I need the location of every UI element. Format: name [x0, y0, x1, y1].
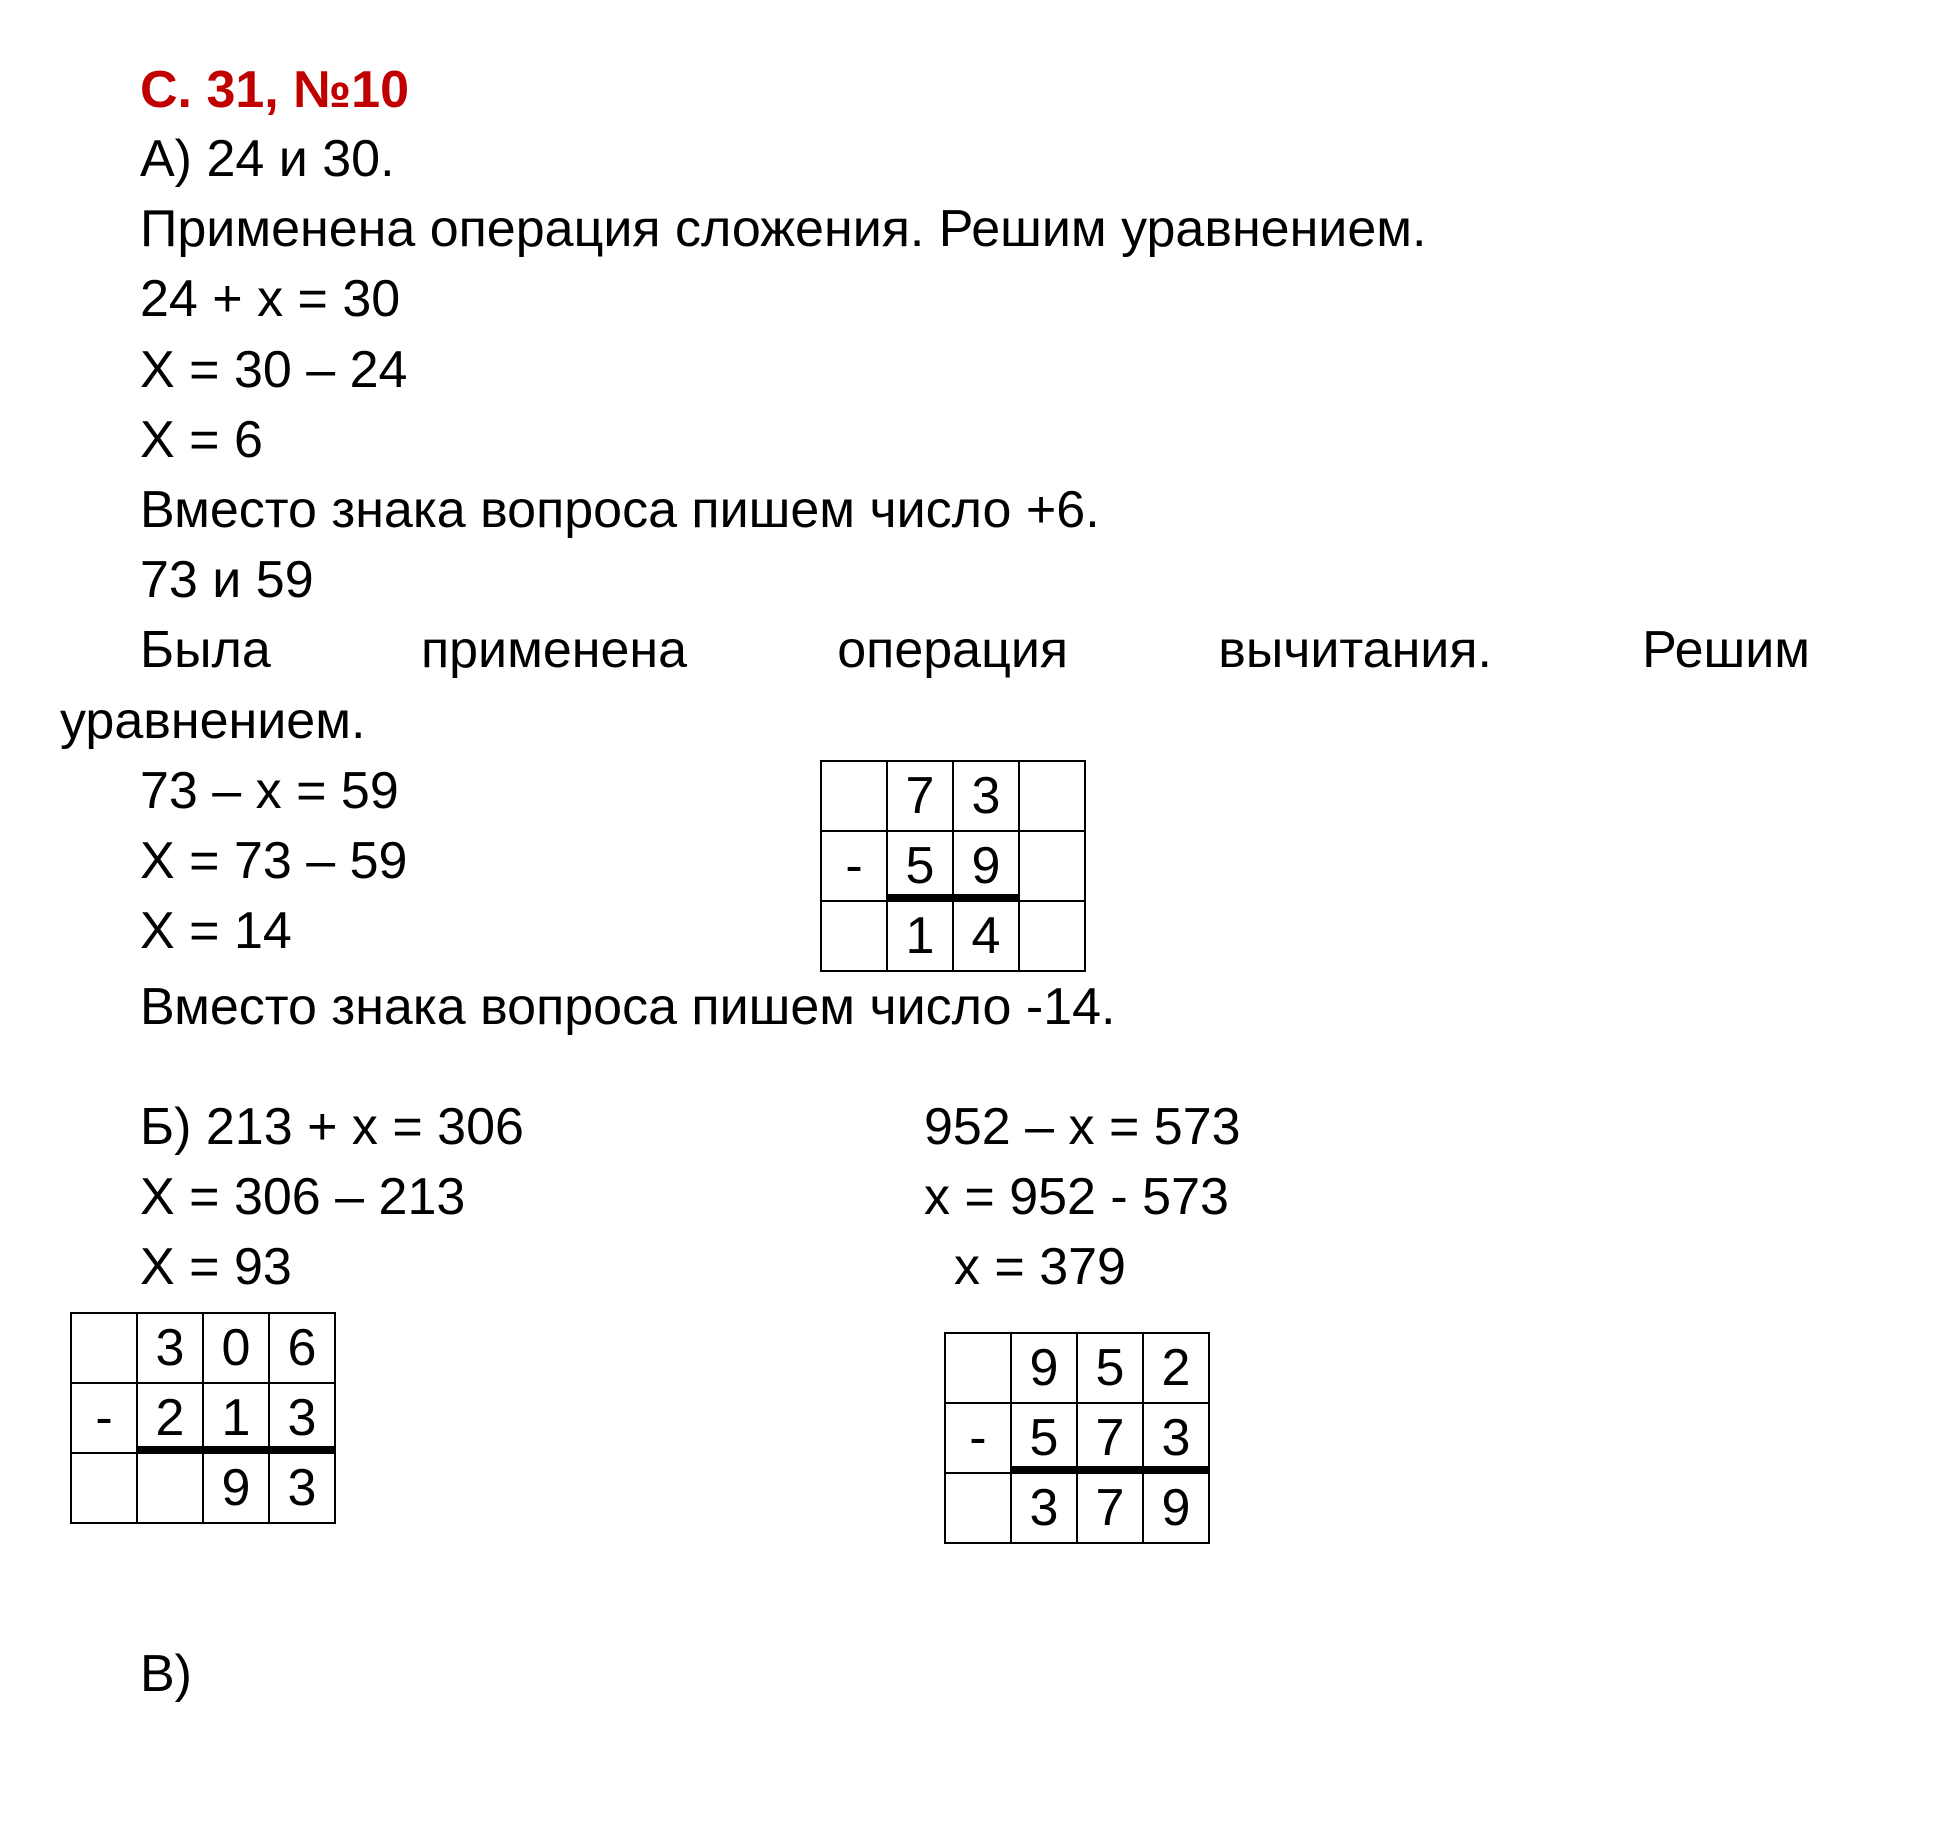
cell: 2 — [137, 1383, 203, 1453]
part-b: Б) 213 + x = 306 Х = 306 – 213 Х = 93 3 … — [140, 1092, 1810, 1545]
cell: 9 — [203, 1453, 269, 1523]
part-b-left-calc-wrap: 3 0 6 - 2 1 3 9 3 — [70, 1312, 524, 1524]
cell — [821, 901, 887, 971]
cell — [1019, 761, 1085, 831]
calc-table-a1: 7 3 - 5 9 1 4 — [820, 760, 1086, 972]
calc-table-b-right: 9 5 2 - 5 7 3 3 7 9 — [944, 1332, 1210, 1544]
part-a-eq6: Х = 14 — [140, 896, 660, 966]
part-b-left: Б) 213 + x = 306 Х = 306 – 213 Х = 93 3 … — [140, 1092, 524, 1545]
part-a-eq2: Х = 30 – 24 — [140, 335, 1810, 405]
part-a-note1: Вместо знака вопроса пишем число +6. — [140, 475, 1810, 545]
cell: 5 — [1011, 1403, 1077, 1473]
part-a-pair2: 73 и 59 — [140, 545, 1810, 615]
cell: 6 — [269, 1313, 335, 1383]
cell: 3 — [269, 1383, 335, 1453]
part-b-left-eq3: Х = 93 — [140, 1232, 524, 1302]
part-a-note2: Вместо знака вопроса пишем число -14. — [140, 972, 1810, 1042]
cell: 1 — [203, 1383, 269, 1453]
cell: 9 — [953, 831, 1019, 901]
part-a-eq5: Х = 73 – 59 — [140, 826, 660, 896]
part-a-explanation-1: Применена операция сложения. Решим уравн… — [140, 194, 1810, 264]
cell: 3 — [953, 761, 1019, 831]
page-title: С. 31, №10 — [140, 60, 1810, 120]
part-a-eq3: Х = 6 — [140, 405, 1810, 475]
cell: 7 — [887, 761, 953, 831]
cell: 3 — [269, 1453, 335, 1523]
cell — [1019, 831, 1085, 901]
cell — [821, 761, 887, 831]
cell — [71, 1313, 137, 1383]
cell: 7 — [1077, 1403, 1143, 1473]
part-a-explanation-2: Была применена операция вычитания. Решим… — [60, 615, 1810, 755]
part-a-label: А) 24 и 30. — [140, 124, 1810, 194]
part-b-left-eq2: Х = 306 – 213 — [140, 1162, 524, 1232]
cell: 2 — [1143, 1333, 1209, 1403]
cell — [71, 1453, 137, 1523]
part-b-right-eq2: х = 952 - 573 — [924, 1162, 1241, 1232]
part-v-label: В) — [140, 1644, 1810, 1704]
cell: - — [71, 1383, 137, 1453]
cell: 0 — [203, 1313, 269, 1383]
cell: - — [821, 831, 887, 901]
part-b-right-calc-wrap: 9 5 2 - 5 7 3 3 7 9 — [944, 1332, 1241, 1544]
part-a-eq-col: 73 – x = 59 Х = 73 – 59 Х = 14 — [140, 756, 660, 967]
part-a-expl2-line1: Была применена операция вычитания. Решим — [60, 615, 1810, 685]
cell — [137, 1453, 203, 1523]
part-b-left-eq1: Б) 213 + x = 306 — [140, 1092, 524, 1162]
cell: 3 — [137, 1313, 203, 1383]
cell: 9 — [1143, 1473, 1209, 1543]
part-a-row-eqs-calc: 73 – x = 59 Х = 73 – 59 Х = 14 7 3 - 5 9 — [140, 756, 1810, 972]
cell — [945, 1473, 1011, 1543]
cell: 9 — [1011, 1333, 1077, 1403]
part-a-eq4: 73 – x = 59 — [140, 756, 660, 826]
cell — [1019, 901, 1085, 971]
part-a-eq1: 24 + x = 30 — [140, 264, 1810, 334]
part-b-right-eq1: 952 – x = 573 — [924, 1092, 1241, 1162]
part-a-calc1-wrap: 7 3 - 5 9 1 4 — [820, 760, 1086, 972]
cell — [945, 1333, 1011, 1403]
cell: 3 — [1143, 1403, 1209, 1473]
part-b-right-eq3: x = 379 — [954, 1232, 1241, 1302]
part-a-expl2-line2: уравнением. — [60, 692, 365, 750]
cell: 3 — [1011, 1473, 1077, 1543]
cell: - — [945, 1403, 1011, 1473]
calc-table-b-left: 3 0 6 - 2 1 3 9 3 — [70, 1312, 336, 1524]
cell: 5 — [1077, 1333, 1143, 1403]
cell: 7 — [1077, 1473, 1143, 1543]
worksheet: С. 31, №10 А) 24 и 30. Применена операци… — [60, 60, 1810, 1704]
cell: 1 — [887, 901, 953, 971]
cell: 5 — [887, 831, 953, 901]
part-b-right: 952 – x = 573 х = 952 - 573 x = 379 9 5 … — [924, 1092, 1241, 1545]
cell: 4 — [953, 901, 1019, 971]
